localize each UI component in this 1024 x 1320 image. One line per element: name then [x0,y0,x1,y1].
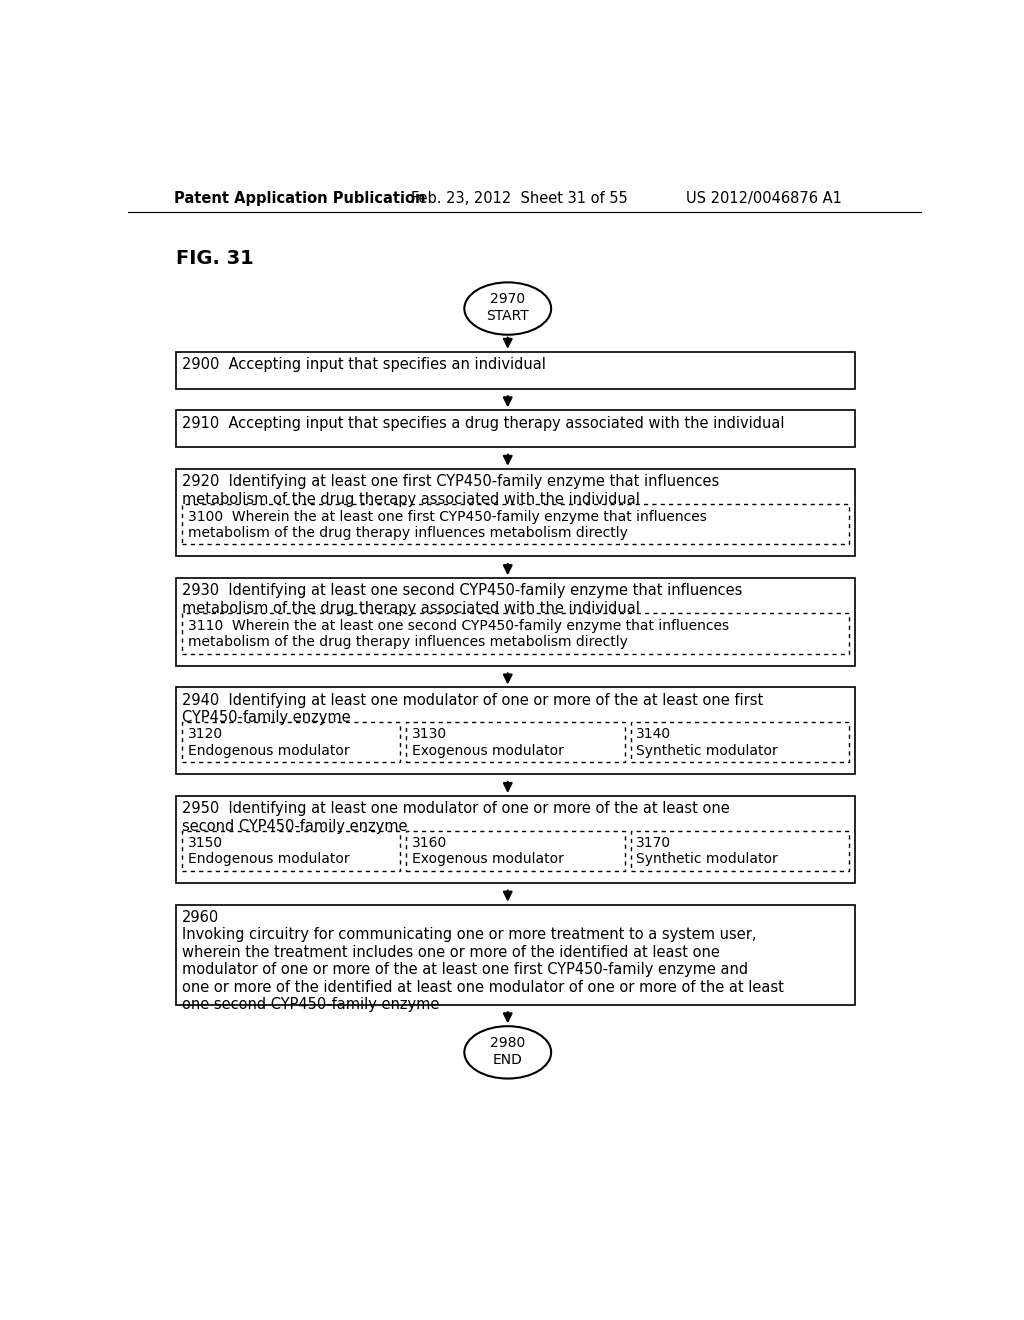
Text: 2960
Invoking circuitry for communicating one or more treatment to a system user: 2960 Invoking circuitry for communicatin… [182,909,784,1012]
Text: 2930  Identifying at least one second CYP450-family enzyme that influences
metab: 2930 Identifying at least one second CYP… [182,583,742,616]
FancyBboxPatch shape [176,411,855,447]
Text: Feb. 23, 2012  Sheet 31 of 55: Feb. 23, 2012 Sheet 31 of 55 [411,191,628,206]
Text: 2900  Accepting input that specifies an individual: 2900 Accepting input that specifies an i… [182,358,546,372]
FancyBboxPatch shape [176,578,855,665]
Text: 2980: 2980 [490,1036,525,1051]
FancyBboxPatch shape [176,796,855,883]
Text: 2910  Accepting input that specifies a drug therapy associated with the individu: 2910 Accepting input that specifies a dr… [182,416,784,430]
Text: 3170
Synthetic modulator: 3170 Synthetic modulator [636,836,778,866]
Text: 3110  Wherein the at least one second CYP450-family enzyme that influences
metab: 3110 Wherein the at least one second CYP… [188,619,729,649]
FancyBboxPatch shape [182,504,849,544]
Ellipse shape [464,282,551,335]
Text: US 2012/0046876 A1: US 2012/0046876 A1 [686,191,842,206]
Text: Patent Application Publication: Patent Application Publication [174,191,426,206]
Text: 2920  Identifying at least one first CYP450-family enzyme that influences
metabo: 2920 Identifying at least one first CYP4… [182,474,720,507]
Text: 3130
Exogenous modulator: 3130 Exogenous modulator [412,727,564,758]
FancyBboxPatch shape [176,351,855,388]
FancyBboxPatch shape [631,722,849,762]
Text: 3120
Endogenous modulator: 3120 Endogenous modulator [187,727,349,758]
FancyBboxPatch shape [176,904,855,1005]
FancyBboxPatch shape [176,469,855,557]
Text: 2950  Identifying at least one modulator of one or more of the at least one
seco: 2950 Identifying at least one modulator … [182,801,730,834]
Text: 3160
Exogenous modulator: 3160 Exogenous modulator [412,836,564,866]
FancyBboxPatch shape [176,688,855,775]
Text: FIG. 31: FIG. 31 [176,249,254,268]
FancyBboxPatch shape [631,830,849,871]
Text: 2940  Identifying at least one modulator of one or more of the at least one firs: 2940 Identifying at least one modulator … [182,693,764,725]
Text: 3140
Synthetic modulator: 3140 Synthetic modulator [636,727,778,758]
Text: END: END [493,1053,522,1067]
Text: START: START [486,309,529,323]
FancyBboxPatch shape [407,830,625,871]
Ellipse shape [464,1026,551,1078]
FancyBboxPatch shape [182,722,400,762]
FancyBboxPatch shape [182,614,849,653]
Text: 2970: 2970 [490,292,525,306]
Text: 3150
Endogenous modulator: 3150 Endogenous modulator [187,836,349,866]
Text: 3100  Wherein the at least one first CYP450-family enzyme that influences
metabo: 3100 Wherein the at least one first CYP4… [188,510,708,540]
FancyBboxPatch shape [182,830,400,871]
FancyBboxPatch shape [407,722,625,762]
